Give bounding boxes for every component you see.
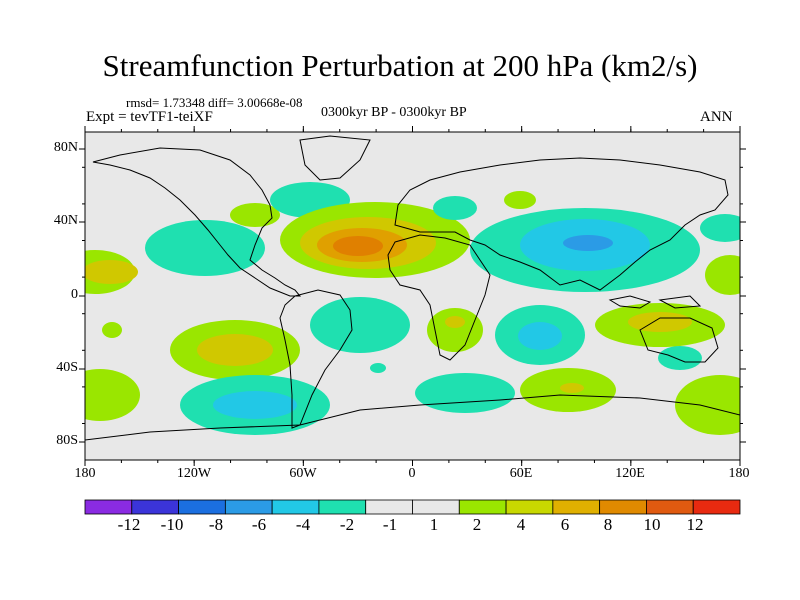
negative-anomaly-region — [433, 196, 477, 220]
lat-label: 0 — [71, 287, 78, 302]
lon-label: 60W — [289, 466, 317, 481]
lat-label: 40S — [56, 360, 78, 375]
positive-anomaly-region — [675, 375, 740, 435]
colorbar-label: 12 — [686, 515, 704, 534]
colorbar-label: 10 — [643, 515, 661, 534]
negative-anomaly-region — [563, 235, 613, 251]
colorbar-swatch — [412, 499, 460, 515]
lon-label: 120W — [176, 466, 212, 481]
colorbar-label: 4 — [516, 515, 526, 534]
negative-anomaly-region — [145, 220, 265, 276]
season-label: ANN — [700, 109, 733, 125]
colorbar-swatch — [505, 499, 554, 515]
colorbar-label: -12 — [117, 515, 141, 534]
colorbar-label: -4 — [295, 515, 311, 534]
positive-anomaly-region — [230, 203, 280, 227]
positive-anomaly-region — [628, 312, 692, 332]
lon-label: 60E — [509, 466, 533, 481]
colorbar-swatch — [271, 499, 320, 515]
positive-anomaly-region — [705, 255, 740, 295]
lat-label: 80S — [56, 433, 78, 448]
colorbar-label: 8 — [603, 515, 613, 534]
colorbar-swatch — [84, 499, 133, 515]
negative-anomaly-region — [213, 391, 297, 419]
negative-anomaly-region — [415, 373, 515, 413]
colorbar-label: 1 — [429, 515, 439, 534]
positive-anomaly-region — [560, 383, 584, 393]
chart-title: Streamfunction Perturbation at 200 hPa (… — [102, 48, 698, 83]
stats-text: rmsd= 1.73348 diff= 3.00668e-08 — [126, 95, 303, 110]
colorbar-swatch — [646, 499, 694, 515]
negative-anomaly-region — [658, 346, 702, 370]
colorbar-swatch — [458, 499, 507, 515]
colorbar-swatch — [599, 499, 647, 515]
period-label: 0300kyr BP - 0300kyr BP — [321, 105, 467, 120]
positive-anomaly-region — [85, 369, 140, 421]
positive-anomaly-region — [445, 316, 465, 328]
lat-label: 40N — [53, 213, 78, 228]
colorbar-swatch — [365, 499, 413, 515]
positive-anomaly-region — [504, 191, 536, 209]
colorbar-swatch — [178, 499, 226, 515]
colorbar — [84, 499, 741, 515]
negative-anomaly-region — [700, 214, 740, 242]
lon-label: 120E — [615, 466, 645, 481]
lon-label: 180 — [74, 466, 96, 481]
experiment-label: Expt = tevTF1-teiXF — [86, 109, 213, 125]
colorbar-swatch — [692, 499, 741, 515]
colorbar-swatch — [318, 499, 367, 515]
negative-anomaly-region — [310, 297, 410, 353]
colorbar-swatch — [131, 499, 179, 515]
positive-anomaly-region — [102, 322, 122, 338]
positive-anomaly-region — [427, 308, 483, 352]
colorbar-label: 2 — [472, 515, 482, 534]
colorbar-label: -6 — [251, 515, 267, 534]
negative-anomaly-region — [518, 322, 562, 350]
map-area — [85, 132, 740, 460]
colorbar-swatch — [552, 499, 601, 515]
lon-label: 180 — [728, 466, 750, 481]
colorbar-label: -1 — [382, 515, 398, 534]
colorbar-label: -10 — [160, 515, 184, 534]
axis-ticks — [79, 126, 746, 466]
colorbar-label: -2 — [339, 515, 355, 534]
positive-anomaly-region — [197, 334, 273, 366]
lon-label: 0 — [408, 466, 416, 481]
coastlines — [85, 135, 740, 441]
colorbar-label: -8 — [208, 515, 224, 534]
positive-anomaly-region — [333, 236, 383, 256]
negative-anomaly-region — [370, 363, 386, 373]
colorbar-label: 6 — [560, 515, 570, 534]
lat-label: 80N — [53, 140, 78, 155]
positive-anomaly-region — [85, 260, 138, 284]
colorbar-swatch — [224, 499, 273, 515]
